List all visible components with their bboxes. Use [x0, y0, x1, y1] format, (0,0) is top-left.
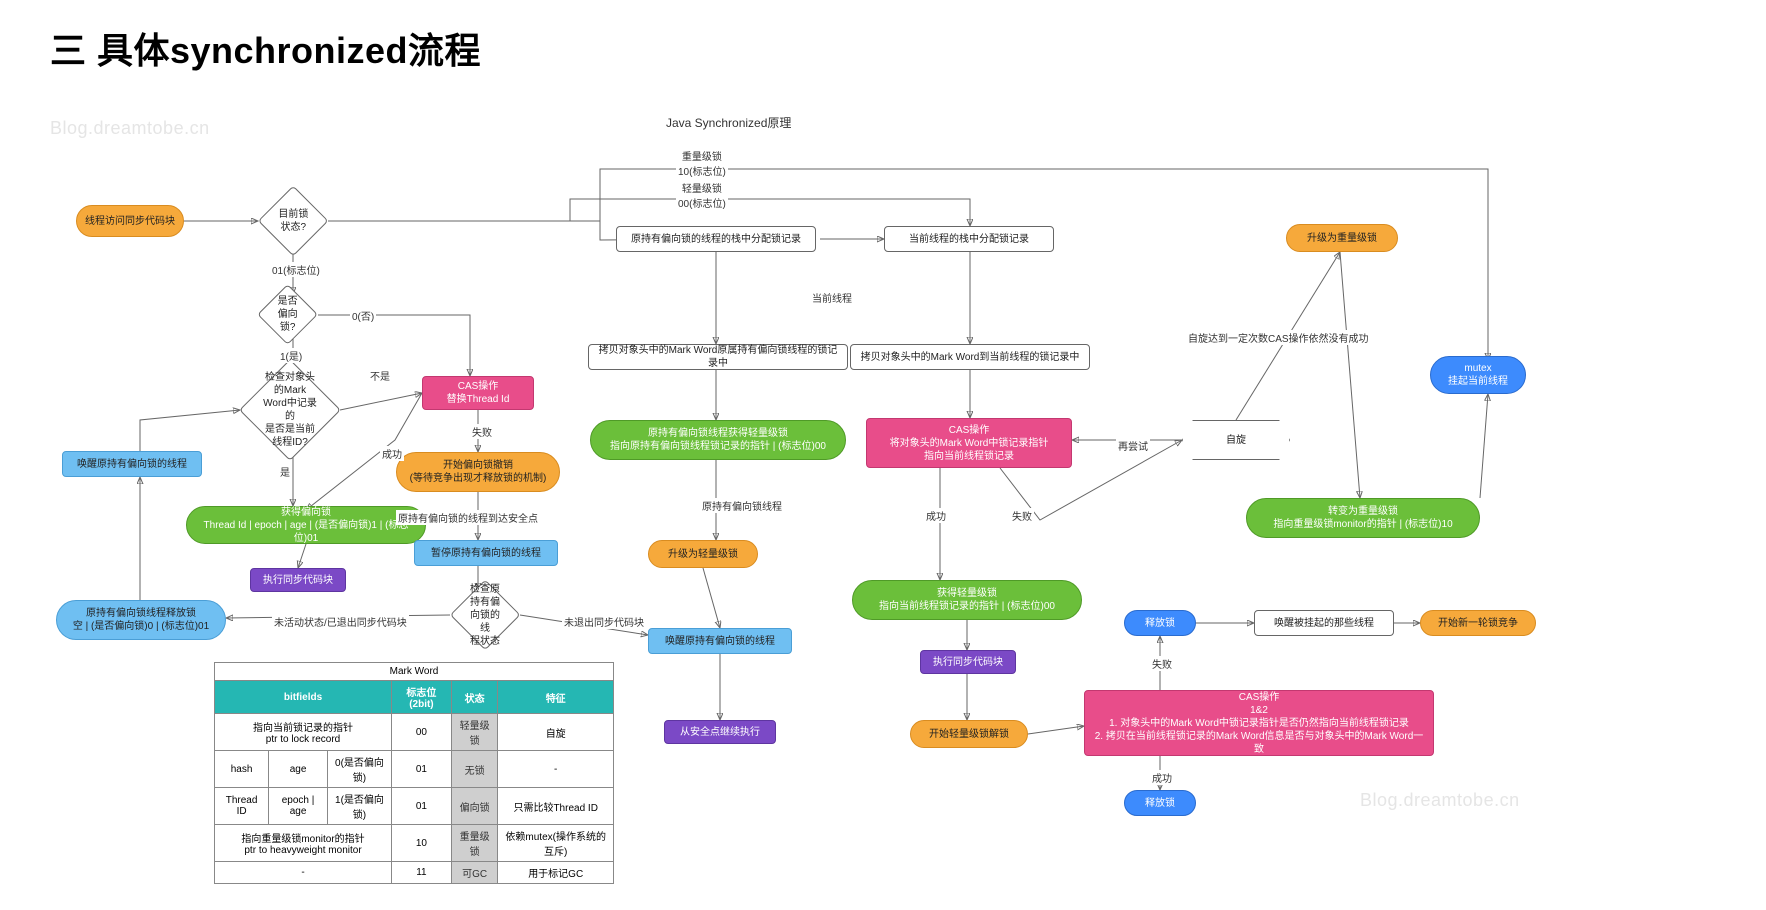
- edge-label-l_isnot: 不是: [368, 368, 392, 383]
- edge-label-l_fail3: 失败: [1150, 656, 1174, 671]
- node-n1: 线程访问同步代码块: [76, 205, 184, 237]
- edge-label-l_succ2: 成功: [924, 508, 948, 523]
- edge-label-l_notexit: 未退出同步代码块: [562, 614, 646, 629]
- edge-label-l_0no: 0(否): [350, 308, 376, 323]
- node-n19: 当前线程的栈中分配锁记录: [884, 226, 1054, 252]
- mw-row: 指向当前锁记录的指针 ptr to lock record00轻量级锁自旋: [215, 714, 614, 751]
- node-n14: 拷贝对象头中的Mark Word原属持有偏向锁线程的锁记录中: [588, 344, 848, 370]
- node-n11: 暂停原持有偏向锁的线程: [414, 540, 558, 566]
- node-n3: 是否偏向锁?: [257, 284, 318, 345]
- mw-row: hashage0(是否偏向锁)01无锁-: [215, 751, 614, 788]
- node-n32: 开始新一轮锁竞争: [1420, 610, 1536, 636]
- watermark-bottom: Blog.dreamtobe.cn: [1360, 790, 1520, 811]
- node-n25: 自旋: [1182, 420, 1290, 460]
- mw-col-flag: 标志位(2bit): [392, 681, 452, 714]
- edge-label-l_is: 是: [278, 464, 292, 479]
- node-n9: CAS操作 替换Thread Id: [422, 376, 534, 410]
- node-n23: 执行同步代码块: [920, 650, 1016, 674]
- edge-label-l_curthread: 当前线程: [810, 290, 854, 305]
- mw-col-bitfields: bitfields: [215, 681, 392, 714]
- node-n6: 执行同步代码块: [250, 568, 346, 592]
- node-n10: 开始偏向锁撤销 (等待竞争出现才释放锁的机制): [396, 452, 560, 492]
- node-n17: 唤醒原持有偏向锁的线程: [648, 628, 792, 654]
- edge-label-l_fail2: 失败: [1010, 508, 1034, 523]
- edge-label-l_fail: 失败: [470, 424, 494, 439]
- node-n24: 开始轻量级锁解锁: [910, 720, 1028, 748]
- edge-label-l_01: 01(标志位): [270, 262, 322, 277]
- node-n15: 原持有偏向锁线程获得轻量级锁 指向原持有偏向锁线程锁记录的指针 | (标志位)0…: [590, 420, 846, 460]
- node-n27: 转变为重量级锁 指向重量级锁monitor的指针 | (标志位)10: [1246, 498, 1480, 538]
- node-n29: CAS操作 1&2 1. 对象头中的Mark Word中锁记录指针是否仍然指向当…: [1084, 690, 1434, 756]
- edge-label-l_inactive: 未活动状态/已退出同步代码块: [272, 614, 409, 629]
- edge-label-l_spinfail: 自旋达到一定次数CAS操作依然没有成功: [1186, 330, 1371, 345]
- node-n18: 从安全点继续执行: [664, 720, 776, 744]
- node-n2: 目前锁状态?: [257, 185, 328, 256]
- mw-caption: Mark Word: [215, 663, 614, 681]
- mw-col-state: 状态: [451, 681, 498, 714]
- edge-label-l_succ3: 成功: [1150, 770, 1174, 785]
- edge-label-l_heavy: 重量级锁 10(标志位): [676, 148, 728, 178]
- node-n28: mutex 挂起当前线程: [1430, 356, 1526, 394]
- node-n4: 检查对象头的Mark Word中记录的 是否是当前线程ID?: [239, 359, 341, 461]
- node-n30: 释放锁: [1124, 610, 1196, 636]
- node-n16: 升级为轻量级锁: [648, 540, 758, 568]
- diagram-title: Java Synchronized原理: [666, 114, 791, 131]
- node-n7: 原持有偏向锁线程释放锁 空 | (是否偏向锁)0 | (标志位)01: [56, 600, 226, 640]
- node-n33: 释放锁: [1124, 790, 1196, 816]
- node-n26: 升级为重量级锁: [1286, 224, 1398, 252]
- node-n12: 检查原持有偏向锁的线 程状态: [449, 579, 520, 650]
- page-title: 三 具体synchronized流程: [50, 22, 481, 74]
- watermark-top: Blog.dreamtobe.cn: [50, 118, 210, 139]
- edge-label-l_success: 成功: [380, 446, 404, 461]
- node-n20: 拷贝对象头中的Mark Word到当前线程的锁记录中: [850, 344, 1090, 370]
- edge-label-l_bias_thread: 原持有偏向锁线程: [700, 498, 784, 513]
- edge-label-l_1yes: 1(是): [278, 348, 304, 363]
- markword-table: Mark Wordbitfields标志位(2bit)状态特征指向当前锁记录的指…: [214, 662, 614, 884]
- mw-col-feat: 特征: [498, 681, 614, 714]
- node-n8: 唤醒原持有偏向锁的线程: [62, 451, 202, 477]
- node-n5: 获得偏向锁 Thread Id | epoch | age | (是否偏向锁)1…: [186, 506, 426, 544]
- edge-label-l_retry: 再尝试: [1116, 438, 1150, 453]
- mw-row: Thread IDepoch | age1(是否偏向锁)01偏向锁只需比较Thr…: [215, 788, 614, 825]
- node-n13: 原持有偏向锁的线程的栈中分配锁记录: [616, 226, 816, 252]
- mw-row: 指向重量级锁monitor的指针 ptr to heavyweight moni…: [215, 825, 614, 862]
- node-n21: CAS操作 将对象头的Mark Word中锁记录指针 指向当前线程锁记录: [866, 418, 1072, 468]
- mw-row: -11可GC用于标记GC: [215, 862, 614, 884]
- node-n22: 获得轻量级锁 指向当前线程锁记录的指针 | (标志位)00: [852, 580, 1082, 620]
- edge-label-l_safept: 原持有偏向锁的线程到达安全点: [396, 510, 540, 525]
- edge-label-l_light: 轻量级锁 00(标志位): [676, 180, 728, 210]
- node-n31: 唤醒被挂起的那些线程: [1254, 610, 1394, 636]
